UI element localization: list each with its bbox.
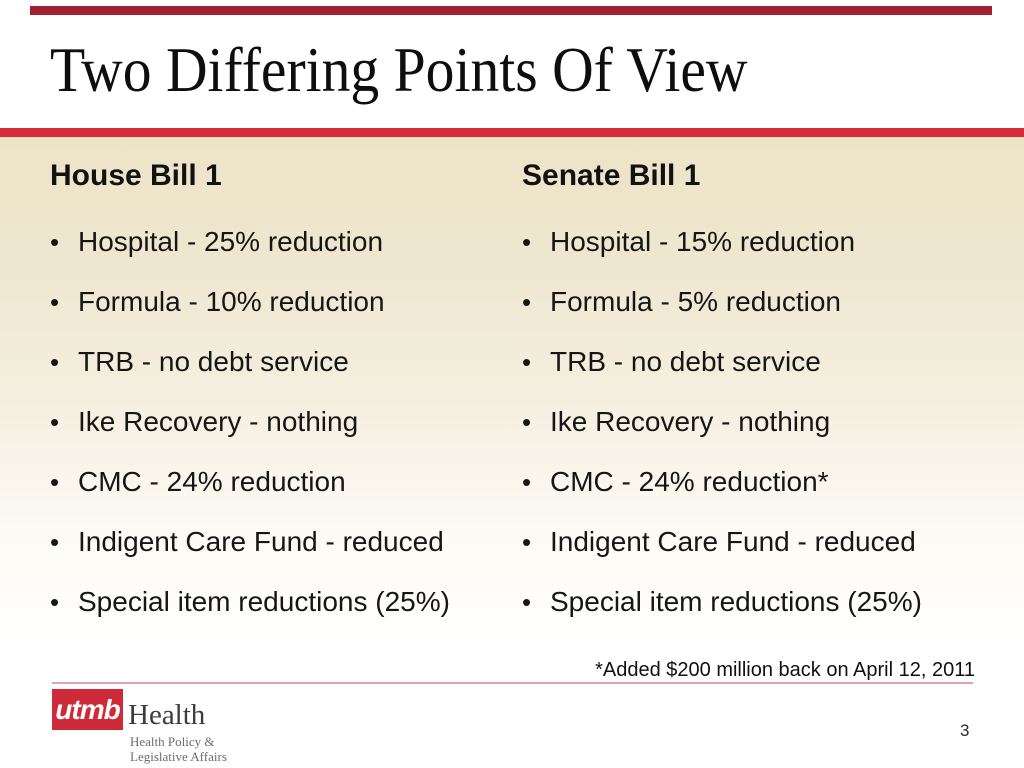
list-item: • TRB - no debt service: [522, 346, 821, 377]
list-item: • Special item reductions (25%): [522, 586, 922, 617]
list-item: • CMC - 24% reduction*: [522, 466, 829, 497]
top-accent-bar: [30, 6, 992, 15]
list-item: • Formula - 10% reduction: [50, 286, 385, 317]
list-item: • Hospital - 25% reduction: [50, 226, 384, 257]
house-bill-column: House Bill 1 • Hospital - 25% reduction •…: [50, 158, 500, 632]
logo-dept-line1: Health Policy &: [130, 734, 215, 749]
title-underline-rule: [0, 128, 1024, 137]
house-bill-header: House Bill 1: [50, 159, 222, 192]
bullet-icon: •: [50, 346, 60, 377]
bullet-icon: •: [522, 586, 532, 617]
logo-dept-line2: Legislative Affairs: [130, 749, 227, 764]
utmb-logo: utmb: [52, 689, 123, 730]
footnote: *Added $200 million back on April 12, 20…: [595, 659, 975, 681]
bullet-icon: •: [50, 286, 60, 317]
list-item: • Formula - 5% reduction: [522, 286, 842, 317]
list-item: • Special item reductions (25%): [50, 586, 450, 617]
senate-bill-header: Senate Bill 1: [522, 159, 701, 192]
utmb-logo-text: utmb: [55, 693, 120, 725]
logo-department-text: Health Policy & Legislative Affairs: [130, 734, 227, 764]
list-item: • Ike Recovery - nothing: [50, 406, 359, 437]
bullet-icon: •: [522, 226, 532, 257]
bullet-icon: •: [50, 586, 60, 617]
bullet-icon: •: [50, 526, 60, 557]
bullet-icon: •: [50, 406, 60, 437]
slide-title: Two Differing Points Of View: [50, 34, 748, 105]
senate-bill-column: Senate Bill 1 • Hospital - 15% reduction …: [522, 158, 972, 632]
bullet-icon: •: [522, 406, 532, 437]
slide-body-background: [0, 137, 1024, 687]
list-item: • Indigent Care Fund - reduced: [50, 526, 444, 557]
list-item: • TRB - no debt service: [50, 346, 349, 377]
bullet-icon: •: [50, 466, 60, 497]
list-item: • Hospital - 15% reduction: [522, 226, 856, 257]
footer-rule: [52, 682, 973, 684]
page-number: 3: [960, 721, 970, 740]
bullet-icon: •: [522, 526, 532, 557]
house-bill-list: • Hospital - 25% reduction • Formula - 10%…: [50, 212, 500, 632]
bullet-icon: •: [522, 466, 532, 497]
bullet-icon: •: [522, 286, 532, 317]
bullet-icon: •: [522, 346, 532, 377]
list-item: • Indigent Care Fund - reduced: [522, 526, 916, 557]
logo-health-text: Health: [128, 699, 206, 731]
list-item: • CMC - 24% reduction: [50, 466, 346, 497]
senate-bill-list: • Hospital - 15% reduction • Formula - 5% …: [522, 212, 972, 632]
list-item: • Ike Recovery - nothing: [522, 406, 831, 437]
bullet-icon: •: [50, 226, 60, 257]
